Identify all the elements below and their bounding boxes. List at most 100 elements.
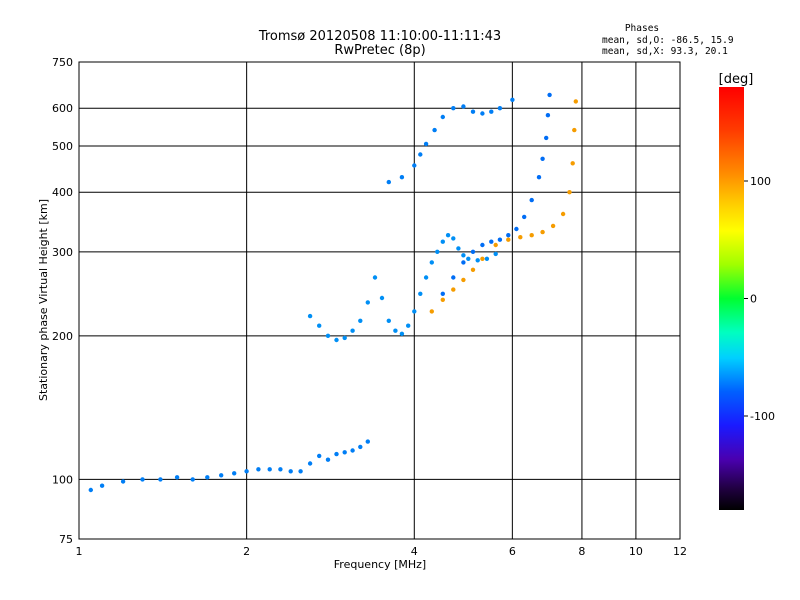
y-axis-ticks: 75 100 200 300 400 500 600 750	[52, 56, 73, 546]
data-point	[406, 323, 411, 328]
chart-subtitle: RwPretec (8p)	[334, 43, 425, 58]
data-point	[550, 223, 556, 229]
series-trace	[307, 233, 498, 343]
y-tick-label: 75	[59, 533, 73, 546]
y-tick-label: 750	[52, 56, 73, 69]
data-point	[567, 190, 572, 195]
data-point	[493, 242, 498, 248]
phases-line-x: mean, sd,X: 93.3, 20.1	[602, 46, 728, 57]
data-point	[288, 469, 293, 474]
x-tick-label: 2	[243, 545, 250, 558]
data-point	[493, 251, 498, 257]
data-point	[174, 475, 180, 480]
data-point	[342, 450, 347, 455]
data-point	[298, 469, 303, 474]
data-point	[307, 313, 313, 319]
data-point	[256, 467, 261, 472]
data-point	[435, 249, 440, 254]
data-point	[461, 104, 466, 109]
data-point	[412, 163, 417, 168]
data-point	[470, 109, 476, 114]
data-point	[432, 127, 437, 133]
data-point	[232, 471, 237, 476]
phases-line-o: mean, sd,O: -86.5, 15.9	[602, 35, 734, 46]
data-point	[540, 229, 545, 235]
colorbar-tick-label: -100	[750, 410, 775, 423]
data-point	[219, 473, 224, 478]
data-point	[529, 233, 534, 238]
data-point	[418, 152, 423, 157]
chart-title: Tromsø 20120508 11:10:00-11:11:43	[258, 29, 501, 44]
data-point	[190, 477, 195, 482]
data-point	[461, 277, 466, 283]
x-axis-label: Frequency [MHz]	[334, 558, 426, 571]
data-point	[317, 453, 322, 459]
y-tick-label: 400	[52, 186, 73, 199]
data-point	[350, 328, 355, 333]
data-point	[342, 335, 347, 341]
data-point	[365, 300, 370, 305]
x-tick-label: 12	[673, 545, 687, 558]
y-tick-label: 200	[52, 330, 73, 343]
data-point	[440, 291, 445, 296]
data-point	[440, 297, 445, 302]
data-point	[470, 267, 476, 272]
data-point	[497, 237, 503, 242]
data-point	[372, 275, 378, 280]
data-point	[386, 318, 391, 323]
data-point	[350, 448, 355, 453]
y-tick-label: 500	[52, 140, 73, 153]
data-point	[570, 161, 575, 166]
x-tick-label: 4	[411, 545, 418, 558]
data-point	[451, 287, 456, 292]
data-point	[529, 197, 534, 203]
data-point	[334, 451, 339, 457]
phases-title: Phases	[625, 23, 659, 34]
y-tick-label: 100	[52, 473, 73, 486]
data-point	[540, 156, 545, 161]
data-point	[497, 106, 503, 111]
data-point	[510, 97, 515, 103]
data-point	[461, 260, 466, 265]
data-point	[365, 439, 370, 444]
data-point	[451, 236, 456, 241]
data-point	[99, 483, 105, 488]
x-tick-label: 6	[509, 545, 516, 558]
y-axis-label: Stationary phase Virtual Height [km]	[37, 199, 50, 401]
data-point	[140, 477, 145, 482]
data-point	[445, 233, 451, 238]
data-point	[572, 127, 577, 133]
data-point	[399, 331, 405, 336]
colorbar-label: [deg]	[719, 72, 754, 87]
data-point	[440, 239, 445, 244]
x-tick-label: 10	[629, 545, 643, 558]
data-point	[429, 260, 434, 265]
data-point	[536, 175, 542, 180]
data-point	[475, 258, 480, 263]
data-point	[514, 226, 519, 232]
colorbar-ticks: 100 0 -100	[744, 175, 775, 423]
data-point	[573, 99, 578, 104]
series-trace	[88, 439, 370, 493]
data-point	[399, 175, 405, 180]
grid-lines	[78, 61, 681, 540]
data-point	[506, 233, 511, 238]
data-point	[466, 256, 471, 261]
data-point	[418, 291, 423, 296]
x-tick-label: 1	[76, 545, 83, 558]
data-point	[470, 249, 476, 254]
data-point	[386, 179, 391, 185]
data-point	[451, 275, 456, 280]
data-point	[205, 475, 210, 480]
series-trace	[440, 92, 552, 296]
data-points	[88, 92, 578, 493]
data-point	[334, 337, 339, 343]
colorbar	[719, 87, 744, 510]
data-point	[423, 141, 429, 147]
data-point	[480, 256, 485, 261]
data-point	[560, 211, 566, 217]
plot-frame	[78, 61, 681, 540]
data-point	[506, 237, 511, 242]
data-point	[317, 323, 322, 328]
data-point	[358, 318, 363, 323]
